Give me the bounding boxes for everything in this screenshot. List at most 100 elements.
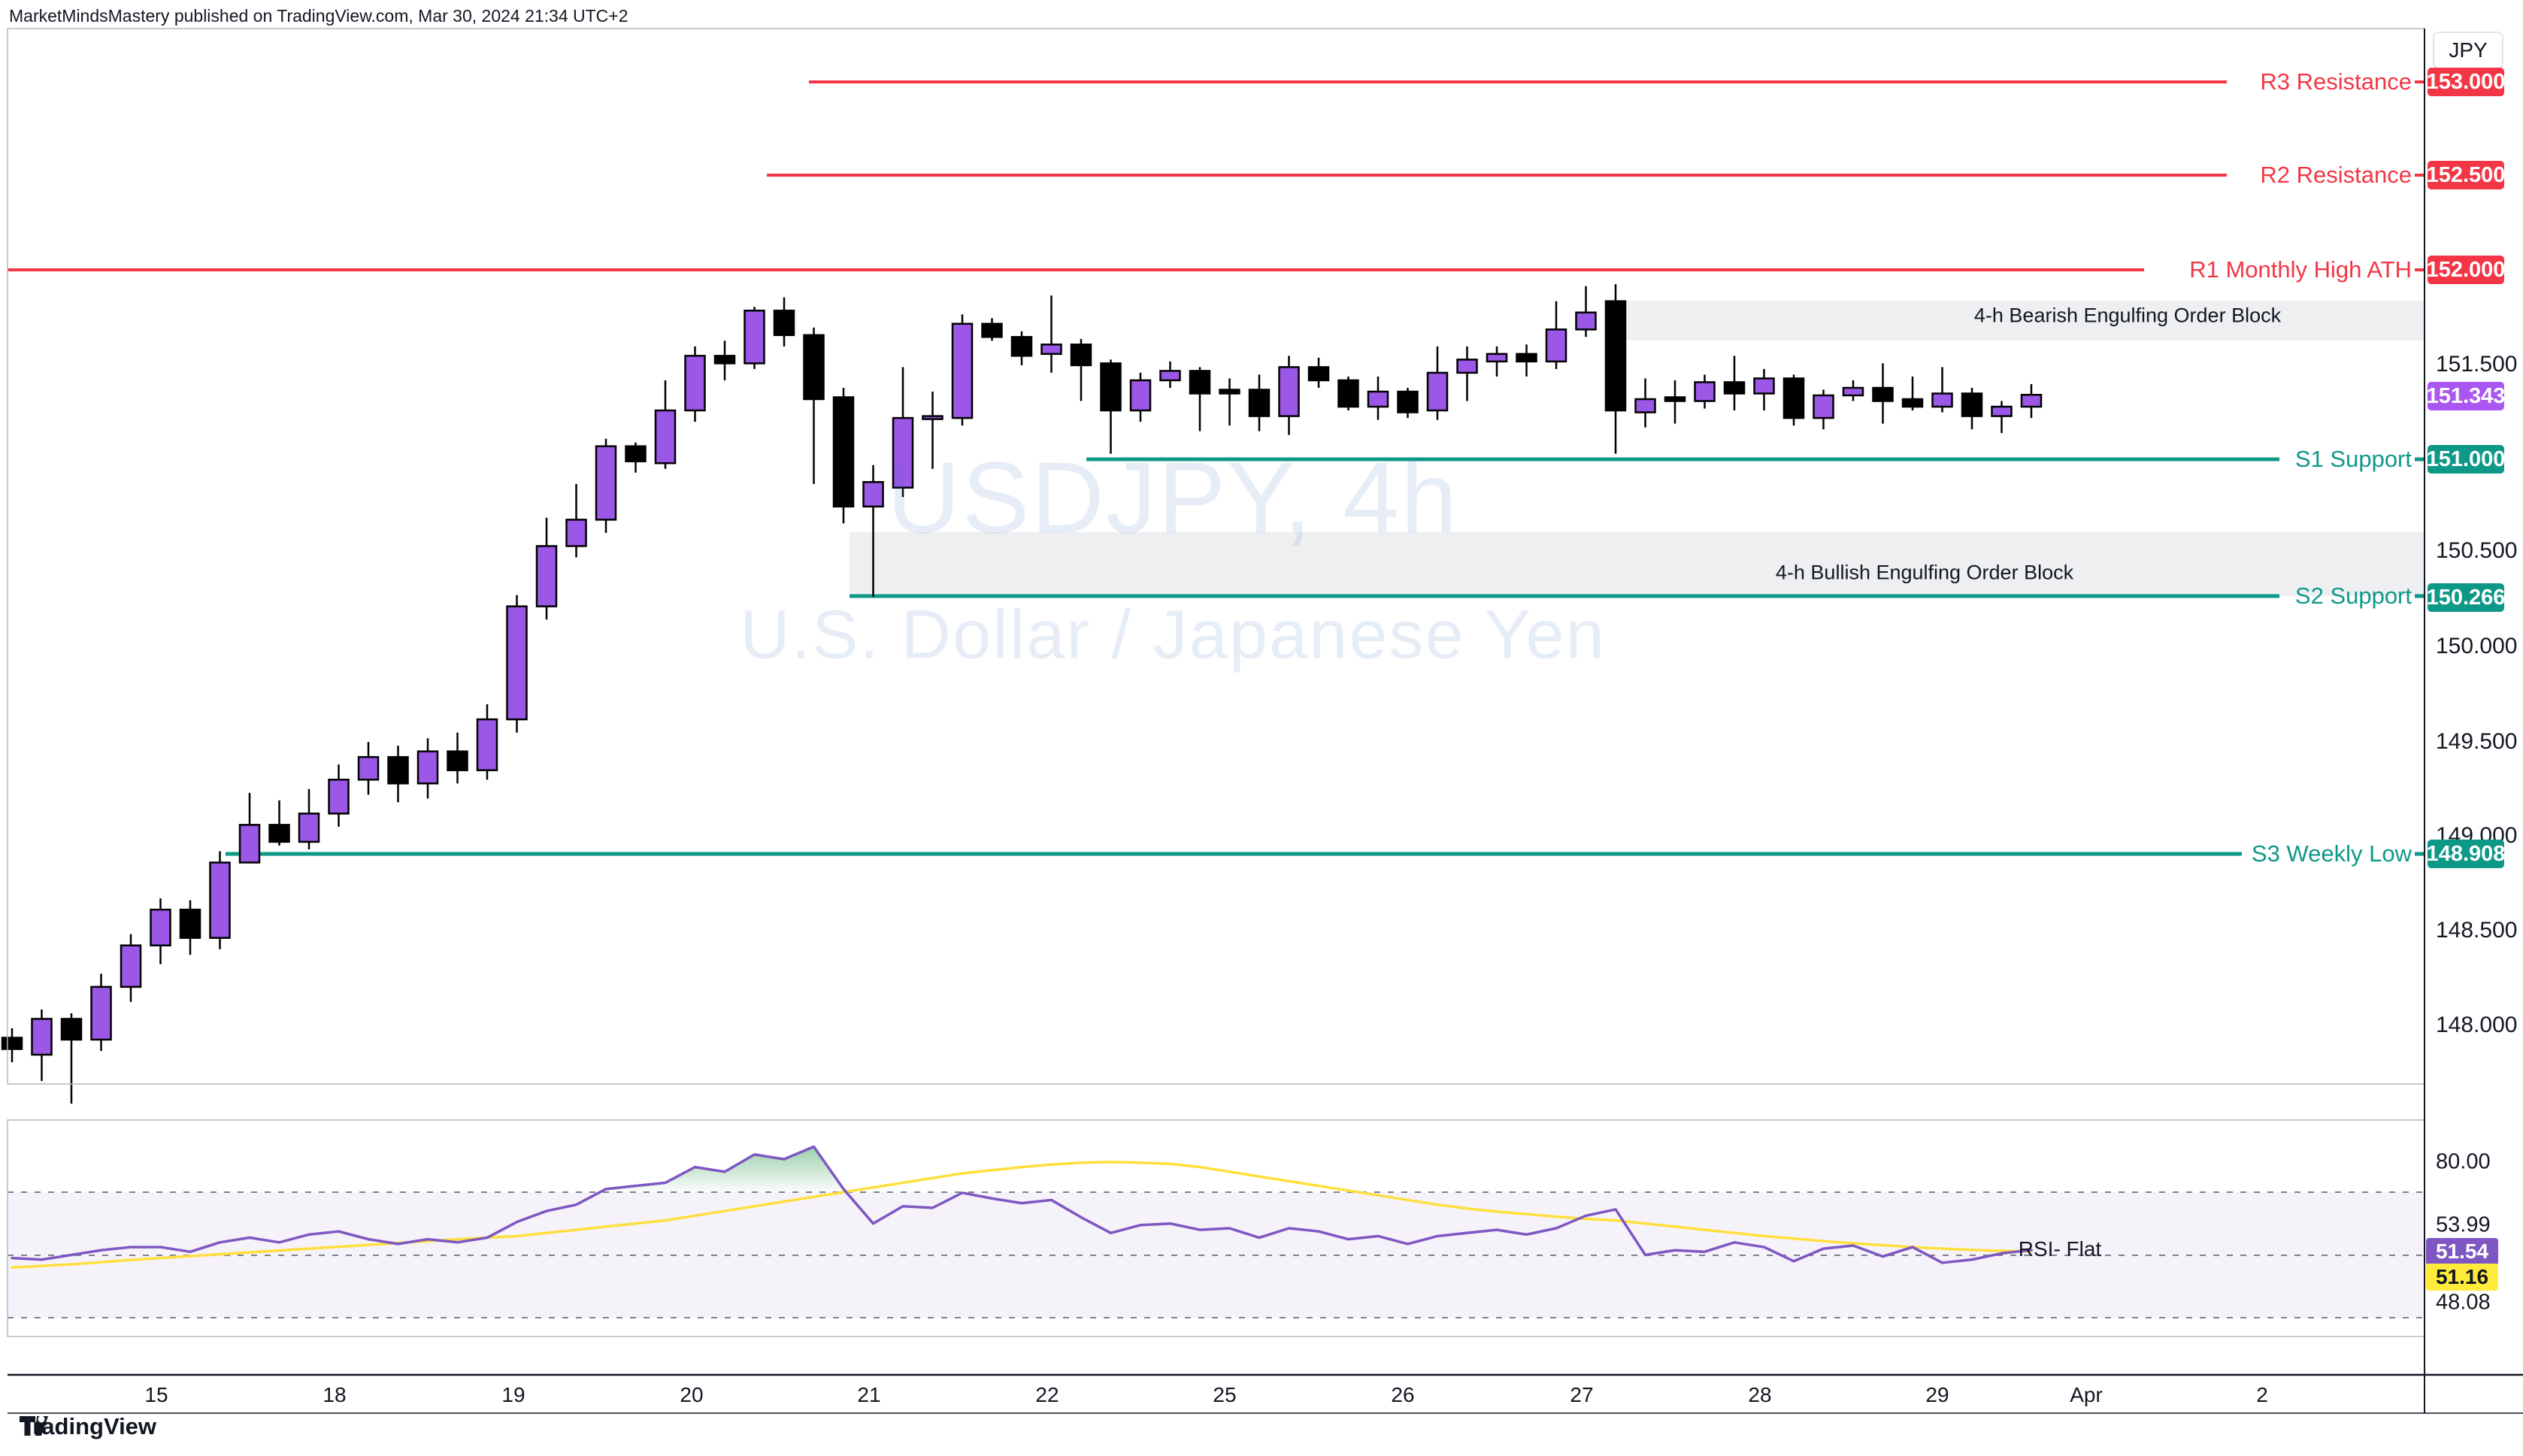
symbol-watermark: USDJPY, 4h xyxy=(886,440,1459,555)
tradingview-logo-icon xyxy=(20,1415,48,1436)
rsi-line xyxy=(11,1145,2033,1264)
candle xyxy=(1872,363,1894,424)
price-badge-151.343[interactable]: 151.343 xyxy=(2427,382,2505,410)
candle xyxy=(1901,376,1924,411)
candle xyxy=(1991,401,2013,434)
candle xyxy=(447,732,468,784)
rsi-badge-51.16[interactable]: 51.16 xyxy=(2426,1264,2498,1291)
candle xyxy=(803,327,825,484)
candle xyxy=(209,851,231,949)
candle xyxy=(832,387,855,524)
candle xyxy=(298,789,320,849)
candle xyxy=(1516,344,1537,377)
candle xyxy=(892,367,914,498)
rsi-scale-label-48.08[interactable]: 48.08 xyxy=(2436,1290,2491,1315)
time-label-20[interactable]: 20 xyxy=(680,1383,704,1406)
candle xyxy=(1575,286,1597,338)
r1-label[interactable]: R1 Monthly High ATH xyxy=(2189,256,2412,283)
candles-layer xyxy=(1,284,2043,1104)
candle xyxy=(1307,357,1330,388)
price-tick-150.000[interactable]: 150.000 xyxy=(2436,634,2518,658)
candle xyxy=(625,442,647,473)
price-tick-149.500[interactable]: 149.500 xyxy=(2436,729,2518,754)
candle xyxy=(90,973,112,1052)
time-label-15[interactable]: 15 xyxy=(144,1383,168,1406)
candle xyxy=(1426,346,1449,420)
price-badge-148.908[interactable]: 148.908 xyxy=(2427,840,2505,868)
candle xyxy=(1,1028,23,1063)
candle xyxy=(150,898,171,964)
candle xyxy=(1189,367,1211,431)
tradingview-logo[interactable]: TradingView xyxy=(20,1413,156,1440)
price-badge-151.000[interactable]: 151.000 xyxy=(2427,445,2505,474)
candle xyxy=(387,746,409,803)
symbol-description-watermark: U.S. Dollar / Japanese Yen xyxy=(740,596,1606,674)
candle xyxy=(476,704,498,780)
rsi-flat-annotation: RSI- Flat xyxy=(2018,1237,2102,1261)
candle xyxy=(268,800,290,846)
candle xyxy=(1961,387,1983,430)
time-label-26[interactable]: 26 xyxy=(1391,1383,1415,1406)
time-label-28[interactable]: 28 xyxy=(1748,1383,1772,1406)
candle xyxy=(1397,387,1419,419)
candle xyxy=(31,1009,53,1082)
candle xyxy=(1129,372,1152,422)
candle xyxy=(1100,359,1122,454)
candle xyxy=(1545,301,1567,369)
candle xyxy=(1248,374,1271,431)
r3-label[interactable]: R3 Resistance xyxy=(2260,68,2412,95)
price-tick-148.000[interactable]: 148.000 xyxy=(2436,1013,2518,1037)
candle xyxy=(1753,368,1775,411)
time-label-19[interactable]: 19 xyxy=(501,1383,525,1406)
rsi-badge-51.54[interactable]: 51.54 xyxy=(2426,1238,2498,1265)
s1-label[interactable]: S1 Support xyxy=(2294,446,2412,472)
candle xyxy=(713,341,736,380)
price-tick-151.500[interactable]: 151.500 xyxy=(2436,352,2518,377)
time-label-21[interactable]: 21 xyxy=(857,1383,881,1406)
candle xyxy=(60,1013,83,1104)
candle xyxy=(1278,356,1300,435)
r2-label[interactable]: R2 Resistance xyxy=(2260,162,2412,188)
candle xyxy=(565,483,587,558)
candle xyxy=(1842,380,1864,401)
candle xyxy=(1070,338,1092,401)
candle xyxy=(535,517,558,620)
price-badge-150.266[interactable]: 150.266 xyxy=(2427,583,2505,612)
candle xyxy=(2020,383,2043,419)
time-label-29[interactable]: 29 xyxy=(1925,1383,1949,1406)
candle xyxy=(1456,346,1478,401)
time-label-22[interactable]: 22 xyxy=(1035,1383,1059,1406)
candle xyxy=(1634,378,1656,428)
candle xyxy=(179,900,201,955)
rsi-scale-label-80.00[interactable]: 80.00 xyxy=(2436,1149,2491,1174)
candle xyxy=(862,465,884,598)
price-badge-152.500[interactable]: 152.500 xyxy=(2427,161,2505,189)
time-label-Apr[interactable]: Apr xyxy=(2070,1383,2103,1406)
time-label-25[interactable]: 25 xyxy=(1213,1383,1237,1406)
bullish-ob-label[interactable]: 4-h Bullish Engulfing Order Block xyxy=(1775,561,2074,584)
candle xyxy=(1664,380,1686,424)
time-label-18[interactable]: 18 xyxy=(323,1383,347,1406)
rsi-overbought-fill-0 xyxy=(600,1146,847,1192)
price-badge-152.000[interactable]: 152.000 xyxy=(2427,256,2505,284)
candle xyxy=(1219,378,1240,426)
price-tick-150.500[interactable]: 150.500 xyxy=(2436,538,2518,563)
price-badge-153.000[interactable]: 153.000 xyxy=(2427,68,2505,96)
candle xyxy=(1604,284,1627,454)
candle xyxy=(951,314,974,426)
candle xyxy=(773,297,795,347)
rsi-ma-line xyxy=(11,1161,2033,1269)
bearish-ob-zone xyxy=(1605,301,2425,341)
bearish-ob-label[interactable]: 4-h Bearish Engulfing Order Block xyxy=(1973,304,2282,327)
s3-label[interactable]: S3 Weekly Low xyxy=(2251,840,2412,867)
price-axis-currency[interactable]: JPY xyxy=(2433,32,2503,69)
candle xyxy=(654,380,677,469)
price-tick-148.500[interactable]: 148.500 xyxy=(2436,918,2518,943)
time-label-2[interactable]: 2 xyxy=(2256,1383,2268,1406)
time-label-27[interactable]: 27 xyxy=(1570,1383,1594,1406)
rsi-scale-label-53.99[interactable]: 53.99 xyxy=(2436,1212,2491,1237)
candle xyxy=(922,391,943,469)
s2-label[interactable]: S2 Support xyxy=(2294,583,2412,609)
